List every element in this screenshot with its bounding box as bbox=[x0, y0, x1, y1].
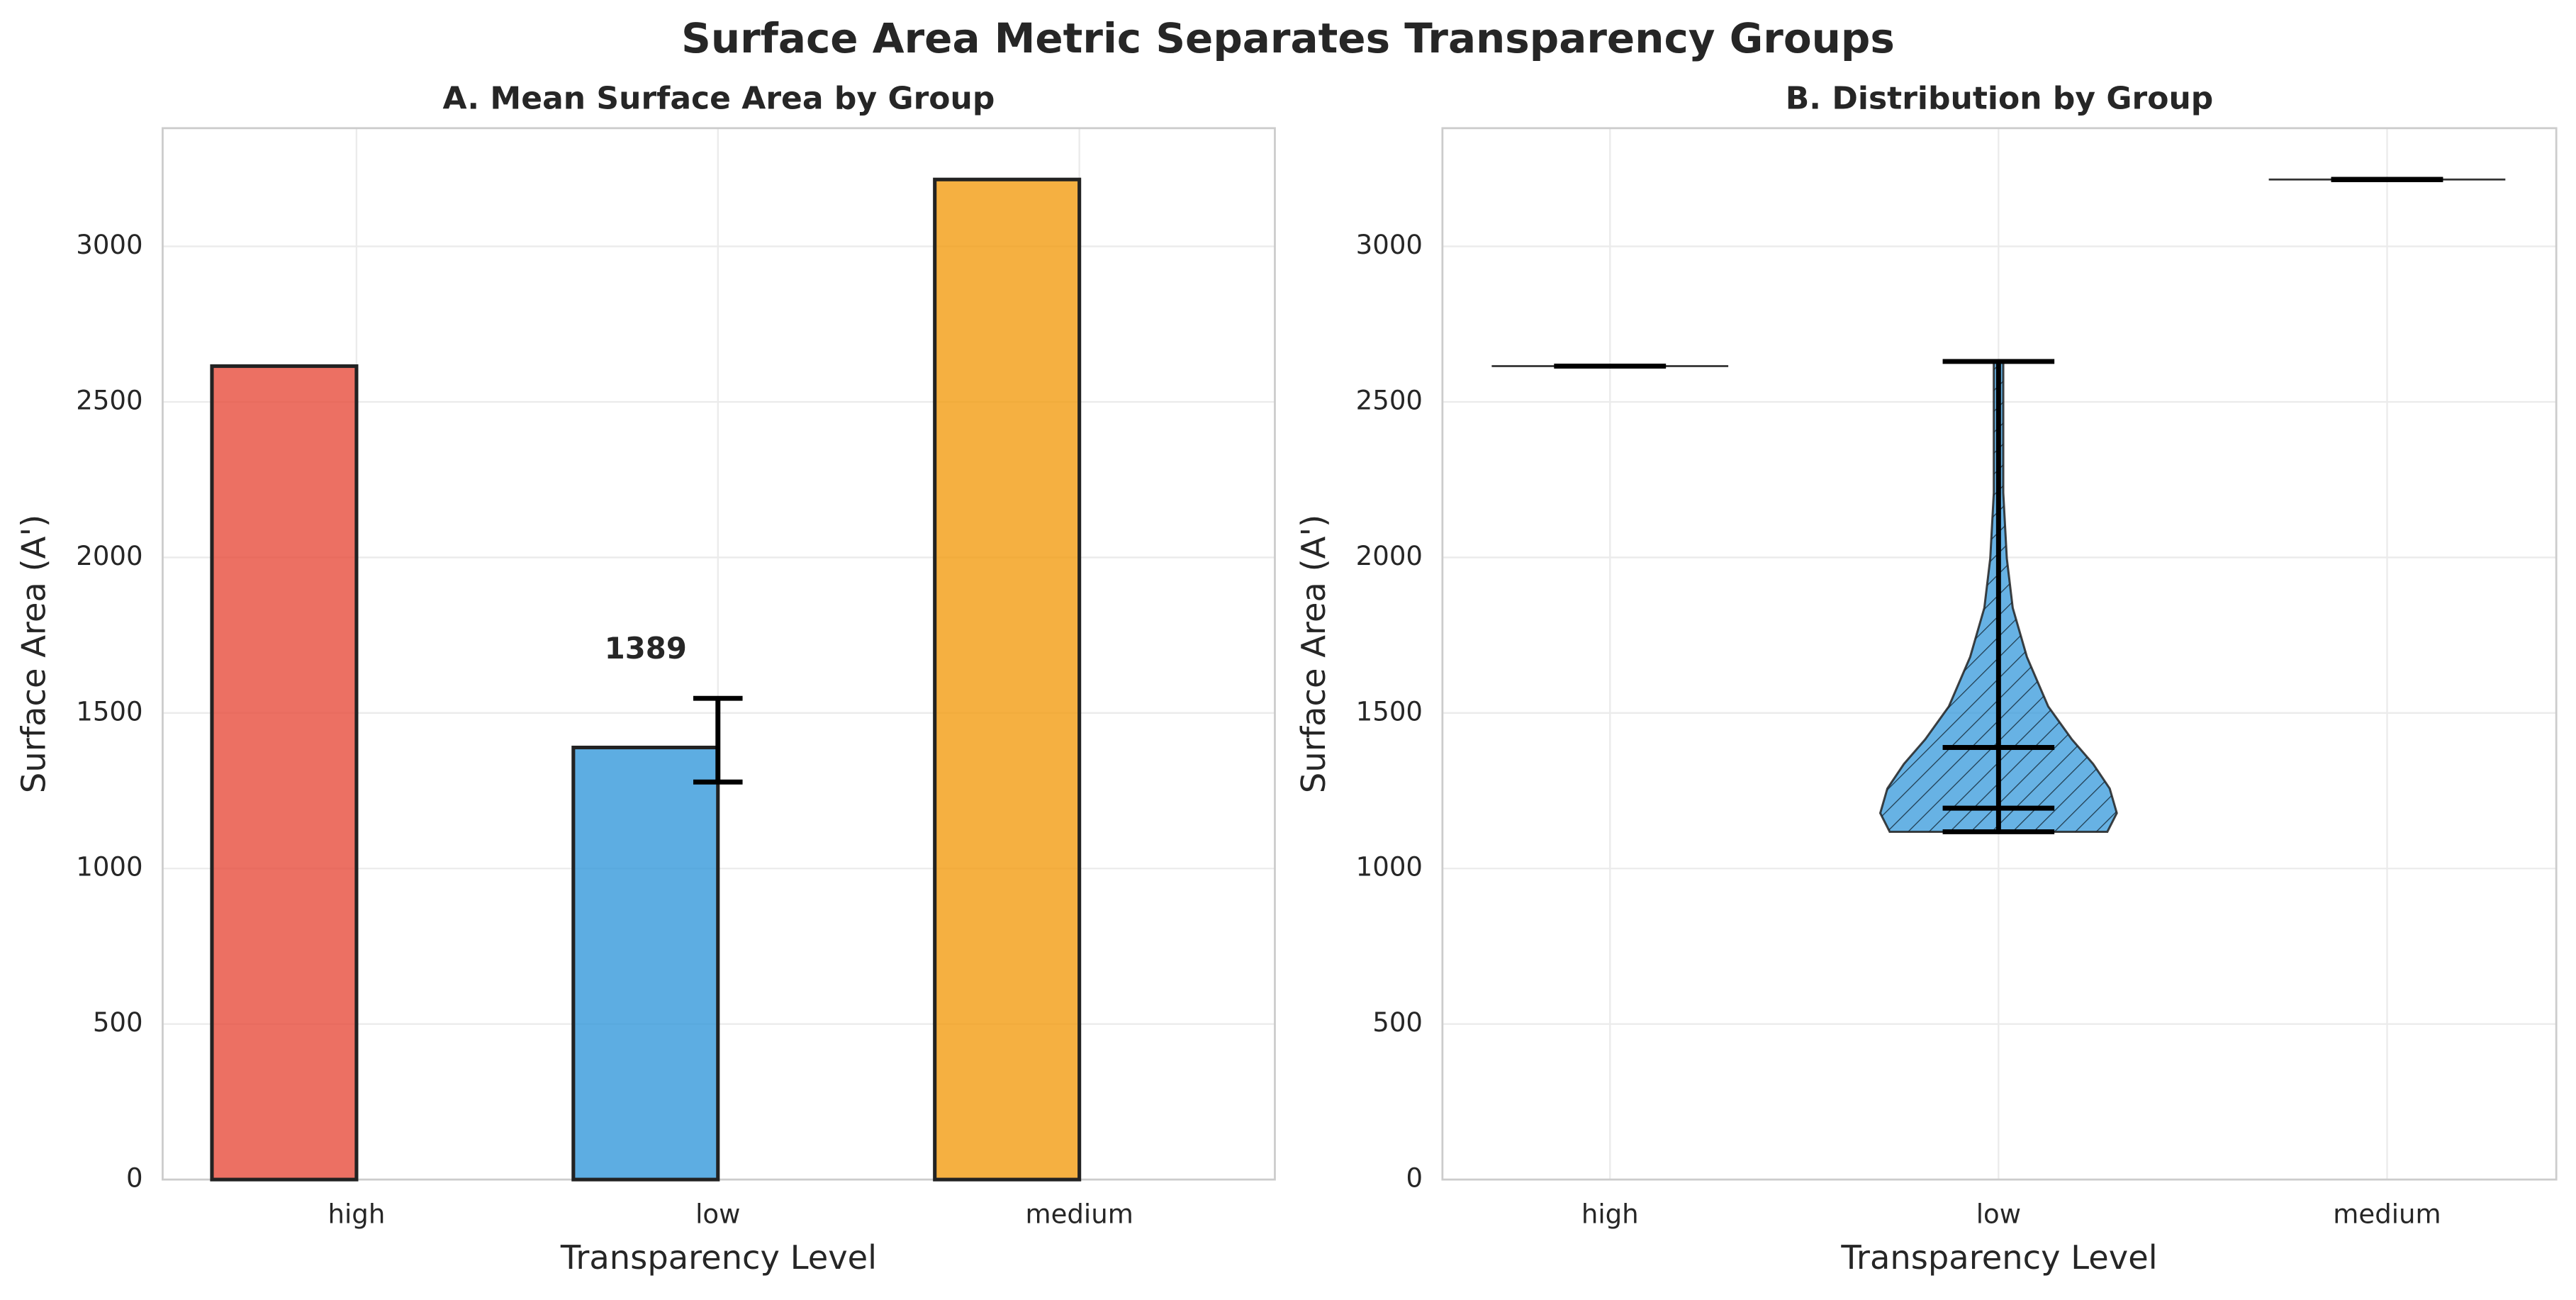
x-tick-label: low bbox=[1976, 1199, 2021, 1230]
x-tick-label: medium bbox=[1025, 1199, 1133, 1230]
y-tick-label: 500 bbox=[93, 1007, 143, 1038]
y-tick-label: 1500 bbox=[76, 696, 142, 727]
y-tick-label: 0 bbox=[126, 1163, 143, 1194]
y-axis-label: Surface Area (A') bbox=[1294, 515, 1333, 793]
y-axis-label: Surface Area (A') bbox=[14, 515, 52, 793]
y-tick-label: 3000 bbox=[76, 230, 142, 260]
value-label: 1389 bbox=[605, 631, 687, 666]
y-tick-label: 1000 bbox=[76, 852, 142, 882]
plot-frame bbox=[1441, 127, 2558, 1181]
x-tick-label: high bbox=[1581, 1199, 1639, 1230]
x-axis-label: Transparency Level bbox=[1840, 1238, 2157, 1277]
y-tick-label: 2500 bbox=[1356, 385, 1423, 415]
x-tick-label: low bbox=[695, 1199, 740, 1230]
x-tick-label: high bbox=[327, 1199, 385, 1230]
y-tick-label: 1000 bbox=[1356, 852, 1423, 882]
y-tick-label: 0 bbox=[1406, 1163, 1423, 1194]
y-tick-label: 500 bbox=[1372, 1007, 1423, 1038]
y-tick-label: 2000 bbox=[76, 541, 142, 571]
bar bbox=[210, 364, 359, 1182]
figure-title: Surface Area Metric Separates Transparen… bbox=[681, 14, 1895, 62]
bar bbox=[571, 745, 720, 1182]
y-tick-label: 1500 bbox=[1356, 696, 1423, 727]
y-tick-label: 2000 bbox=[1356, 541, 1423, 571]
y-tick-label: 2500 bbox=[76, 385, 142, 415]
y-tick-label: 3000 bbox=[1356, 230, 1423, 260]
x-axis-label: Transparency Level bbox=[560, 1238, 877, 1277]
bar bbox=[933, 177, 1082, 1182]
panel-title: A. Mean Surface Area by Group bbox=[442, 80, 995, 116]
x-tick-label: medium bbox=[2333, 1199, 2441, 1230]
panel-title: B. Distribution by Group bbox=[1786, 80, 2214, 116]
